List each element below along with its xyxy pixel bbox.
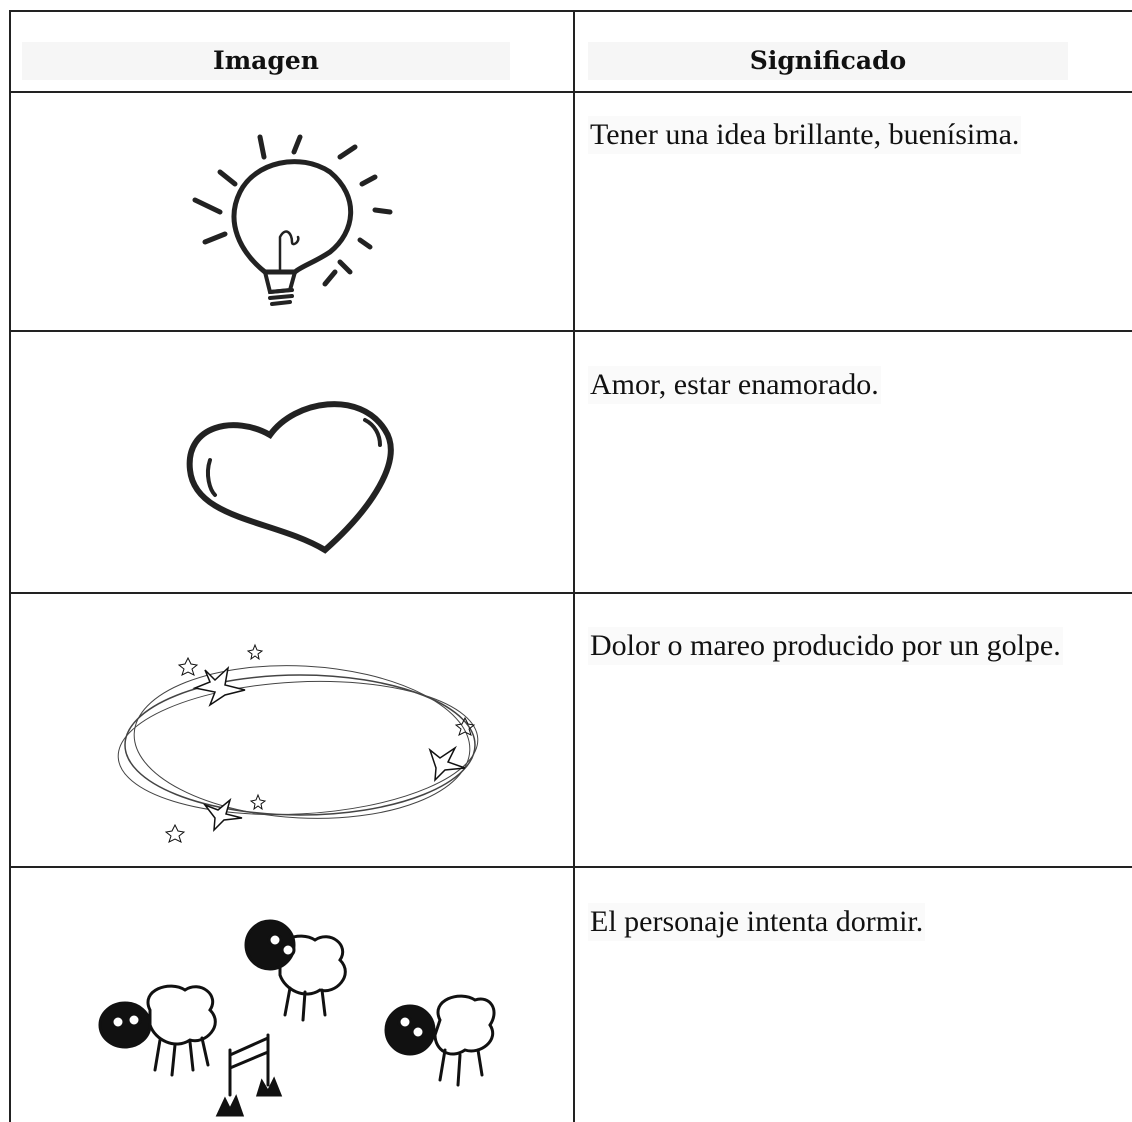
sheep-icon — [98, 919, 496, 1117]
heart-icon — [186, 401, 394, 554]
cell-text: Tener una idea brillante, buenísima. — [588, 116, 1022, 154]
row-border — [9, 866, 1132, 868]
cell-text: El personaje intenta dormir. — [588, 903, 926, 941]
row-border — [9, 330, 1132, 332]
table-border — [9, 10, 11, 1122]
row-border — [9, 91, 1132, 93]
lightbulb-icon — [192, 134, 393, 306]
row-border — [9, 592, 1132, 594]
cell-text: Dolor o mareo producido por un golpe. — [588, 627, 1063, 665]
header-cell: Significado — [588, 42, 1068, 80]
dizzy-icon — [117, 643, 479, 843]
table-border — [9, 10, 1132, 12]
header-cell: Imagen — [22, 42, 510, 80]
cell-text: Amor, estar enamorado. — [588, 366, 881, 404]
table-border — [573, 10, 575, 1122]
